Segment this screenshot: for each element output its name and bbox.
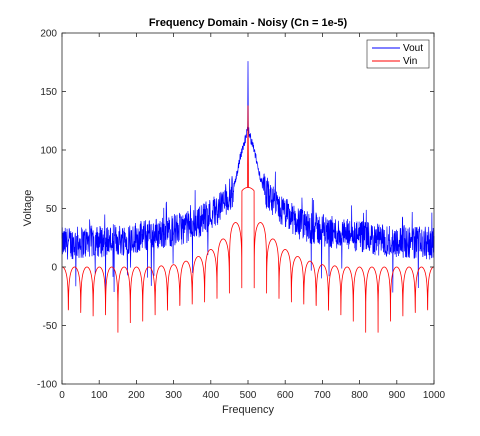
y-tick-label-4: 100 xyxy=(40,146,57,157)
y-tick-label-0: -100 xyxy=(37,380,57,391)
y-tick-label-1: -50 xyxy=(43,321,58,332)
x-tick-label-7: 700 xyxy=(314,390,331,401)
x-tick-label-4: 400 xyxy=(202,390,219,401)
legend-label-vin: Vin xyxy=(403,56,417,67)
series-layer xyxy=(61,61,435,333)
x-tick-label-1: 100 xyxy=(91,390,108,401)
x-tick-label-8: 800 xyxy=(351,390,368,401)
y-axis-label: Voltage xyxy=(22,190,34,227)
legend-label-vout: Vout xyxy=(403,43,423,54)
x-tick-label-0: 0 xyxy=(59,390,65,401)
y-tick-label-2: 0 xyxy=(51,263,57,274)
x-axis-label: Frequency xyxy=(222,404,274,416)
y-tick-label-3: 50 xyxy=(46,204,58,215)
series-line-vin xyxy=(61,105,435,333)
y-tick-label-5: 150 xyxy=(40,87,57,98)
x-tick-label-9: 900 xyxy=(388,390,405,401)
x-tick-label-2: 200 xyxy=(128,390,145,401)
x-tick-label-3: 300 xyxy=(165,390,182,401)
x-tick-label-10: 1000 xyxy=(423,390,446,401)
legend-box xyxy=(366,39,430,69)
chart-title: Frequency Domain - Noisy (Cn = 1e-5) xyxy=(149,17,348,29)
x-tick-label-5: 500 xyxy=(240,390,257,401)
y-tick-label-6: 200 xyxy=(40,29,57,40)
x-tick-label-6: 600 xyxy=(277,390,294,401)
ticks-layer: 0 100 200 300 400 500 600 700 800 900 1000 -100 -50 0… xyxy=(37,29,446,402)
legend: Vout Vin xyxy=(366,39,430,69)
